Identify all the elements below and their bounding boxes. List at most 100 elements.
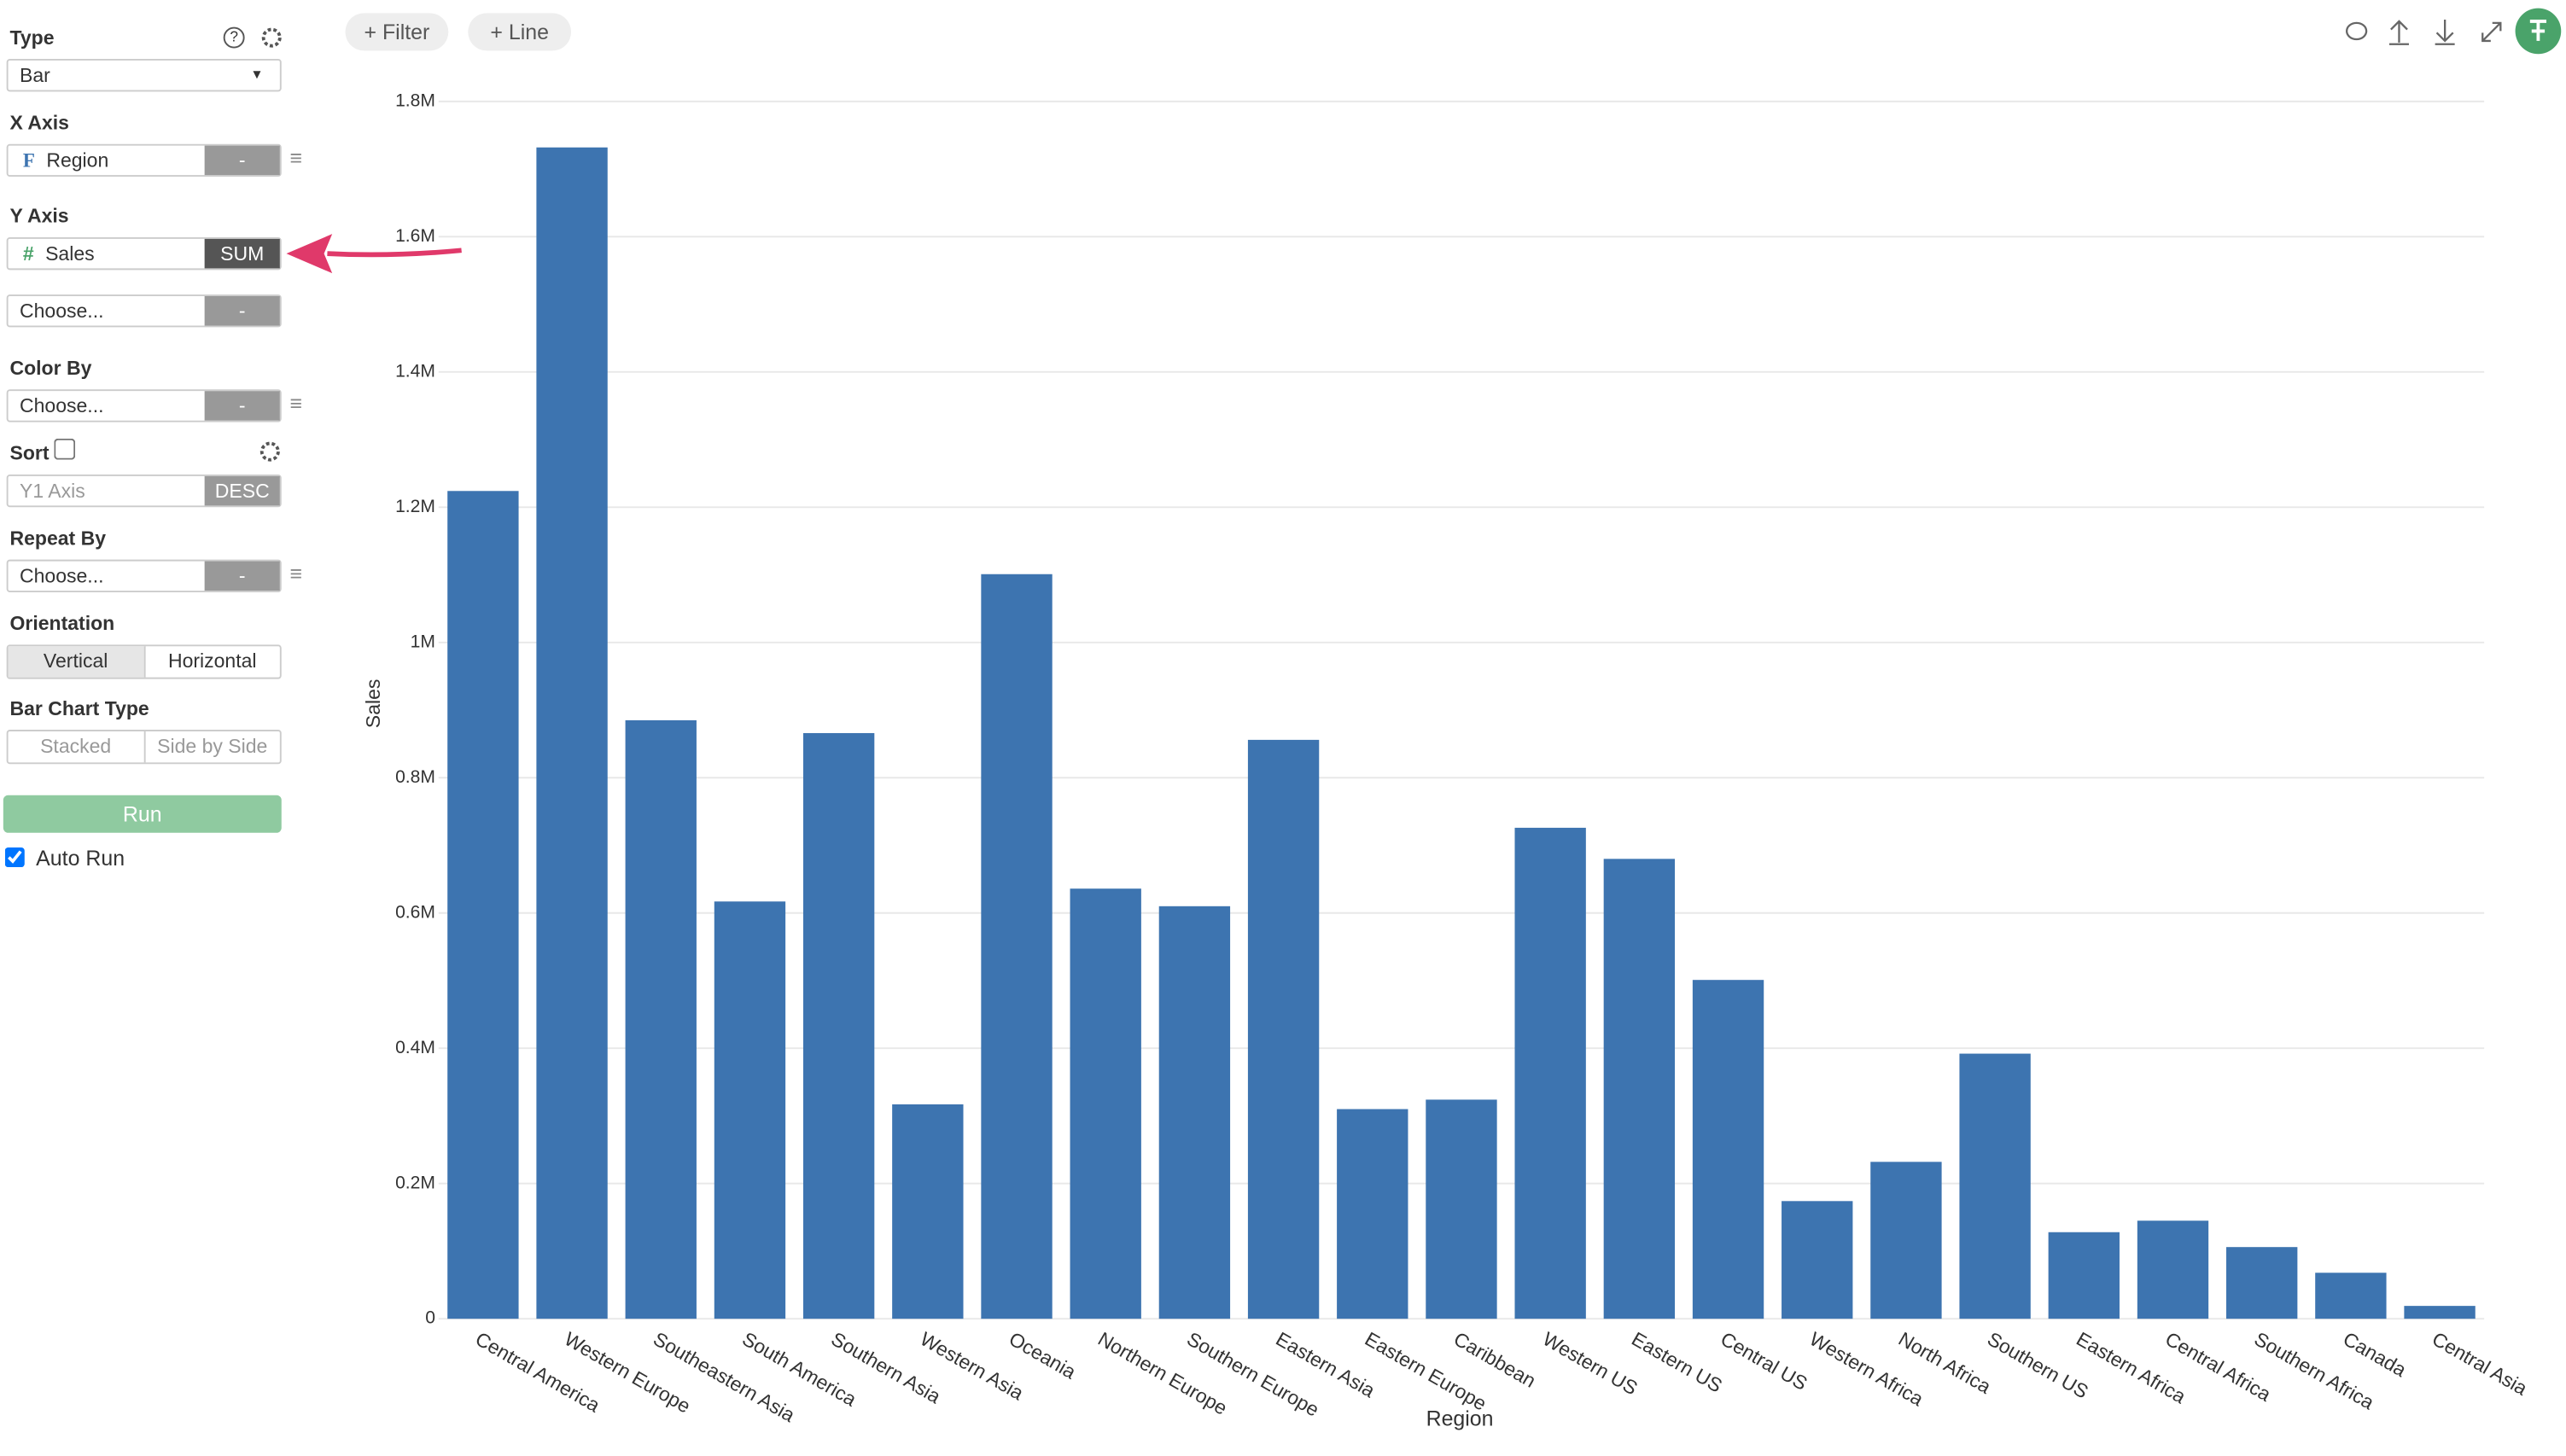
comment-icon[interactable] bbox=[2345, 21, 2368, 41]
x-tick-label: Western US bbox=[1539, 1327, 1642, 1399]
bar bbox=[536, 147, 608, 1319]
menu-icon[interactable]: ≡ bbox=[289, 145, 302, 171]
bar bbox=[1782, 1201, 1853, 1319]
field-name: Choose... bbox=[20, 564, 104, 588]
y-tick-label: 1.6M bbox=[395, 226, 435, 246]
color-by-field[interactable]: Choose... - bbox=[6, 389, 282, 422]
toolbar-icons[interactable] bbox=[2345, 20, 2502, 45]
x-tick-label: Eastern US bbox=[1628, 1327, 1726, 1396]
bar bbox=[1247, 739, 1320, 1319]
type-select[interactable]: Bar ▼ bbox=[6, 59, 282, 92]
y-tick-label: 1.4M bbox=[395, 361, 435, 381]
bar-type-toggle: Stacked Side by Side bbox=[6, 730, 282, 765]
field-name: Choose... bbox=[20, 299, 104, 323]
field-name: Sales bbox=[45, 242, 95, 265]
x-tick-label: Oceania bbox=[1006, 1327, 1080, 1383]
bar bbox=[714, 901, 786, 1319]
y-tick-label: 1.2M bbox=[395, 497, 435, 516]
auto-run-checkbox[interactable] bbox=[4, 847, 25, 868]
y-tick-label: 0 bbox=[425, 1308, 435, 1328]
bar bbox=[2137, 1220, 2209, 1319]
download-icon[interactable] bbox=[2435, 20, 2455, 45]
y-tick-label: 1.8M bbox=[395, 90, 435, 110]
bar bbox=[892, 1104, 964, 1319]
line-button[interactable]: + Line bbox=[468, 13, 572, 51]
x-axis-title: Region bbox=[1426, 1407, 1494, 1431]
x-axis-field[interactable]: F Region - bbox=[6, 143, 282, 178]
y-axis-title: Sales bbox=[362, 679, 384, 729]
filter-button[interactable]: + Filter bbox=[345, 13, 449, 51]
y-tick-label: 0.4M bbox=[395, 1038, 435, 1057]
bar bbox=[1337, 1109, 1408, 1319]
y-tick-label: 0.2M bbox=[395, 1173, 435, 1192]
bar bbox=[2404, 1306, 2476, 1319]
x-tick-label: Canada bbox=[2340, 1327, 2411, 1381]
sort-field[interactable]: Y1 Axis DESC bbox=[6, 474, 282, 508]
help-mark: ? bbox=[230, 28, 238, 45]
bar bbox=[2048, 1232, 2120, 1319]
aggregation[interactable]: - bbox=[204, 145, 280, 176]
field-type-icon: # bbox=[22, 242, 34, 265]
y-axis-field[interactable]: # Sales SUM bbox=[6, 236, 282, 271]
sort-checkbox[interactable] bbox=[54, 438, 76, 460]
y-axis-label: Y Axis bbox=[9, 204, 69, 228]
type-value: Bar bbox=[20, 63, 50, 87]
repeat-by-label: Repeat By bbox=[9, 527, 107, 550]
bar bbox=[802, 732, 875, 1319]
menu-icon[interactable]: ≡ bbox=[289, 391, 302, 416]
y-tick-label: 1M bbox=[411, 632, 435, 651]
bar bbox=[1426, 1099, 1497, 1319]
bar bbox=[1692, 980, 1764, 1319]
expand-icon[interactable] bbox=[2481, 21, 2502, 43]
annotation-arrow bbox=[327, 248, 462, 258]
bar bbox=[2226, 1247, 2298, 1319]
sort-order[interactable]: DESC bbox=[204, 475, 280, 506]
bar bbox=[2315, 1273, 2387, 1319]
bar bbox=[1070, 888, 1141, 1319]
caret: ▼ bbox=[250, 67, 264, 82]
upload-icon[interactable] bbox=[2388, 20, 2409, 45]
auto-run-label: Auto Run bbox=[36, 846, 125, 871]
type-label: Type bbox=[9, 26, 55, 50]
bar bbox=[1959, 1053, 2031, 1319]
field-name: Y1 Axis bbox=[20, 479, 85, 503]
field-name: Region bbox=[46, 149, 109, 172]
aggregation[interactable]: SUM bbox=[204, 238, 280, 269]
bar bbox=[625, 719, 697, 1319]
run-button[interactable]: Run bbox=[3, 795, 282, 833]
option[interactable]: Horizontal bbox=[143, 646, 280, 678]
settings-icon[interactable] bbox=[261, 27, 282, 48]
x-tick-label: Central US bbox=[1717, 1327, 1811, 1395]
y-axis2-field[interactable]: Choose... - bbox=[6, 294, 282, 328]
aggregation[interactable]: - bbox=[204, 391, 280, 421]
field-type-icon: F bbox=[22, 149, 35, 172]
option[interactable]: Vertical bbox=[8, 646, 143, 678]
repeat-by-field[interactable]: Choose... - bbox=[6, 559, 282, 592]
orientation-label: Orientation bbox=[9, 611, 115, 635]
y-tick-label: 0.6M bbox=[395, 902, 435, 922]
pin-icon bbox=[2529, 20, 2547, 41]
bar-type-label: Bar Chart Type bbox=[9, 696, 149, 720]
sort-settings-icon[interactable] bbox=[260, 441, 280, 462]
aggregation[interactable]: - bbox=[204, 561, 280, 591]
x-axis-label: X Axis bbox=[9, 111, 69, 135]
field-name: Choose... bbox=[20, 394, 104, 417]
bar bbox=[1603, 859, 1676, 1319]
bar bbox=[447, 491, 519, 1319]
bar bbox=[1514, 827, 1586, 1319]
bar bbox=[981, 574, 1053, 1319]
help-icon[interactable] bbox=[223, 26, 245, 49]
menu-icon[interactable]: ≡ bbox=[289, 561, 302, 586]
bar bbox=[1870, 1162, 1942, 1319]
y-tick-label: 0.8M bbox=[395, 767, 435, 787]
option[interactable]: Side by Side bbox=[143, 731, 280, 763]
aggregation[interactable]: - bbox=[204, 295, 280, 326]
bar bbox=[1158, 906, 1231, 1319]
orientation-toggle: Vertical Horizontal bbox=[6, 644, 282, 679]
option[interactable]: Stacked bbox=[40, 734, 112, 758]
annotation-arrowhead bbox=[286, 234, 333, 274]
color-by-label: Color By bbox=[9, 356, 92, 380]
